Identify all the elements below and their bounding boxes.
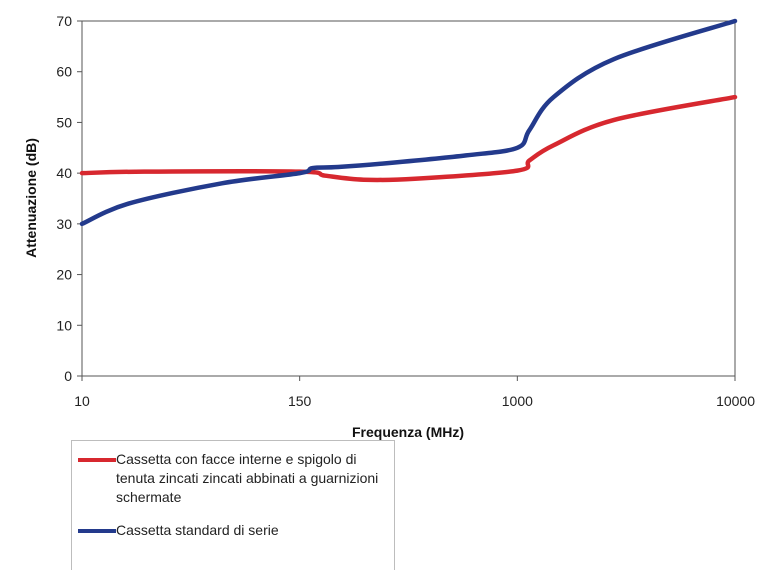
y-tick-label-6: 60 bbox=[56, 64, 72, 80]
x-tick-label-1: 150 bbox=[288, 393, 312, 409]
series-line-standard bbox=[79, 18, 738, 227]
y-tick-label-5: 50 bbox=[56, 114, 72, 130]
y-tick-label-4: 40 bbox=[56, 165, 72, 181]
y-axis-title: Attenuazione (dB) bbox=[23, 138, 39, 258]
y-tick-label-7: 70 bbox=[56, 13, 72, 29]
series-line-galvanized bbox=[79, 94, 738, 183]
y-tick-label-2: 20 bbox=[56, 267, 72, 283]
y-axis: 0 10 20 30 40 50 60 70 bbox=[56, 13, 82, 384]
legend-item-standard: Cassetta standard di serie bbox=[78, 521, 386, 540]
legend: Cassetta con facce interne e spigolo di … bbox=[71, 440, 395, 570]
legend-swatch-blue bbox=[78, 529, 116, 533]
plot-area bbox=[81, 20, 736, 377]
x-tick-label-2: 1000 bbox=[502, 393, 533, 409]
x-axis-title: Frequenza (MHz) bbox=[352, 424, 464, 440]
x-tick-label-0: 10 bbox=[74, 393, 90, 409]
y-tick-label-1: 10 bbox=[56, 317, 72, 333]
legend-item-galvanized: Cassetta con facce interne e spigolo di … bbox=[78, 450, 386, 507]
legend-label-galvanized: Cassetta con facce interne e spigolo di … bbox=[116, 451, 379, 505]
legend-swatch-red bbox=[78, 458, 116, 462]
y-tick-label-0: 0 bbox=[64, 368, 72, 384]
series-layer bbox=[79, 18, 738, 227]
x-axis: 10 150 1000 10000 bbox=[74, 376, 755, 409]
legend-label-standard: Cassetta standard di serie bbox=[116, 522, 279, 538]
y-tick-label-3: 30 bbox=[56, 216, 72, 232]
x-tick-label-3: 10000 bbox=[716, 393, 755, 409]
